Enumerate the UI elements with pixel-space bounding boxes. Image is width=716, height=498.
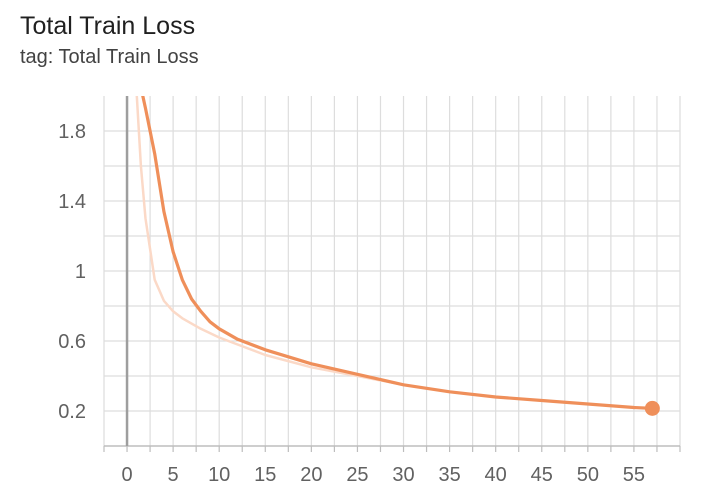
series-layer (135, 96, 654, 410)
x-tick-label: 40 (485, 464, 507, 486)
raw-loss-line (135, 96, 654, 410)
chart-title: Total Train Loss (20, 12, 196, 40)
y-tick-label: 1.8 (58, 121, 86, 143)
x-tick-label: 50 (577, 464, 599, 486)
grid (103, 96, 681, 452)
chart-tag: tag: Total Train Loss (20, 46, 199, 68)
x-tick-label: 15 (254, 464, 276, 486)
y-tick-label: 0.2 (58, 401, 86, 423)
x-tick-label: 45 (531, 464, 553, 486)
x-tick-label: 30 (392, 464, 414, 486)
x-tick-label: 55 (623, 464, 645, 486)
tick-labels: 0 5 10 15 20 25 30 35 40 45 50 55 0.2 0.6 1 1.4 1.8 (58, 121, 645, 486)
y-tick-label: 1.4 (58, 191, 86, 213)
last-point-marker[interactable] (644, 400, 660, 416)
x-tick-label: 5 (168, 464, 179, 486)
x-tick-label: 35 (438, 464, 460, 486)
x-tick-label: 25 (346, 464, 368, 486)
smoothed-loss-line (141, 96, 654, 410)
x-tick-label: 20 (300, 464, 322, 486)
y-tick-label: 0.6 (58, 331, 86, 353)
x-tick-label: 0 (121, 464, 132, 486)
y-tick-label: 1 (75, 261, 86, 283)
x-tick-label: 10 (208, 464, 230, 486)
